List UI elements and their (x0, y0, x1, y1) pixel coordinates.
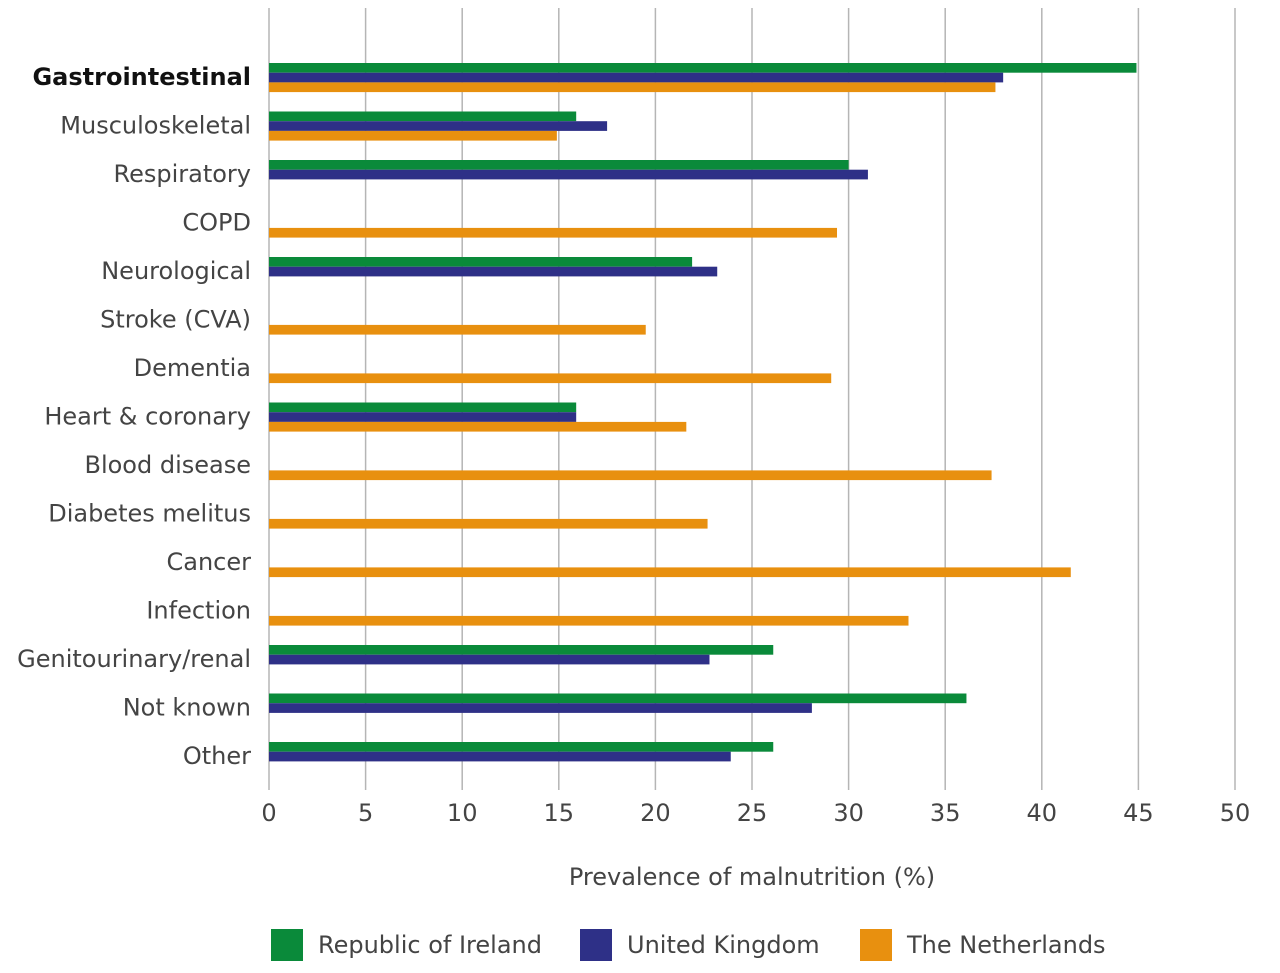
bar (269, 645, 774, 655)
bar (269, 111, 577, 122)
x-axis-label: Prevalence of malnutrition (%) (569, 863, 935, 891)
bar (269, 402, 577, 413)
bar (269, 470, 992, 481)
bar (269, 169, 868, 180)
x-tick-label: 45 (1123, 799, 1154, 827)
y-tick-label: Neurological (101, 257, 251, 285)
bar (269, 751, 731, 762)
bar (269, 324, 646, 335)
y-tick-label: Other (183, 742, 251, 770)
x-tick-label: 35 (930, 799, 961, 827)
y-tick-label: Not known (123, 694, 251, 722)
y-tick-label: Genitourinary/renal (17, 645, 251, 673)
bar (269, 121, 608, 131)
y-tick-label: Cancer (166, 548, 251, 576)
y-tick-label: Dementia (134, 354, 251, 382)
x-tick-label: 40 (1027, 799, 1058, 827)
bar (269, 82, 996, 93)
x-tick-label: 15 (544, 799, 575, 827)
legend-label: United Kingdom (627, 931, 820, 959)
bar (269, 654, 710, 665)
x-tick-label: 20 (640, 799, 671, 827)
y-tick-label: Blood disease (84, 451, 251, 479)
y-tick-label: Heart & coronary (44, 403, 251, 431)
bar (269, 518, 708, 529)
bar (269, 421, 687, 432)
bar (269, 160, 849, 170)
bar (269, 227, 838, 238)
y-tick-label: Stroke (CVA) (100, 306, 251, 334)
bar (269, 742, 774, 752)
y-tick-label: Infection (146, 597, 251, 625)
bar (269, 615, 909, 626)
bar (269, 266, 718, 277)
bar (269, 130, 557, 141)
bar (269, 703, 812, 713)
y-tick-label: COPD (182, 209, 251, 237)
legend-label: Republic of Ireland (318, 931, 542, 959)
bar (269, 257, 693, 267)
bar (269, 567, 1071, 578)
x-tick-label: 5 (358, 799, 373, 827)
legend-swatch (580, 929, 612, 961)
x-tick-label: 10 (447, 799, 478, 827)
legend-swatch (271, 929, 303, 961)
legend-swatch (860, 929, 892, 961)
bar (269, 72, 1004, 83)
y-tick-label: Musculoskeletal (60, 112, 251, 140)
x-tick-label: 50 (1220, 799, 1251, 827)
x-tick-label: 0 (261, 799, 276, 827)
bar (269, 412, 577, 422)
bar (269, 693, 967, 704)
x-tick-label: 30 (833, 799, 864, 827)
bar (269, 63, 1137, 73)
y-tick-label: Respiratory (113, 160, 251, 188)
x-tick-label: 25 (737, 799, 768, 827)
y-tick-label: Diabetes melitus (48, 500, 251, 528)
bar (269, 373, 832, 384)
legend-label: The Netherlands (906, 931, 1106, 959)
y-tick-label: Gastrointestinal (32, 63, 251, 91)
